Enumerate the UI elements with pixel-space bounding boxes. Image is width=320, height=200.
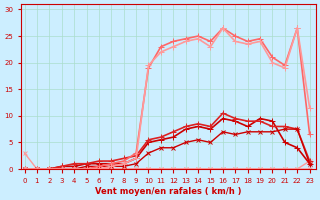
X-axis label: Vent moyen/en rafales ( km/h ): Vent moyen/en rafales ( km/h ) (95, 187, 242, 196)
